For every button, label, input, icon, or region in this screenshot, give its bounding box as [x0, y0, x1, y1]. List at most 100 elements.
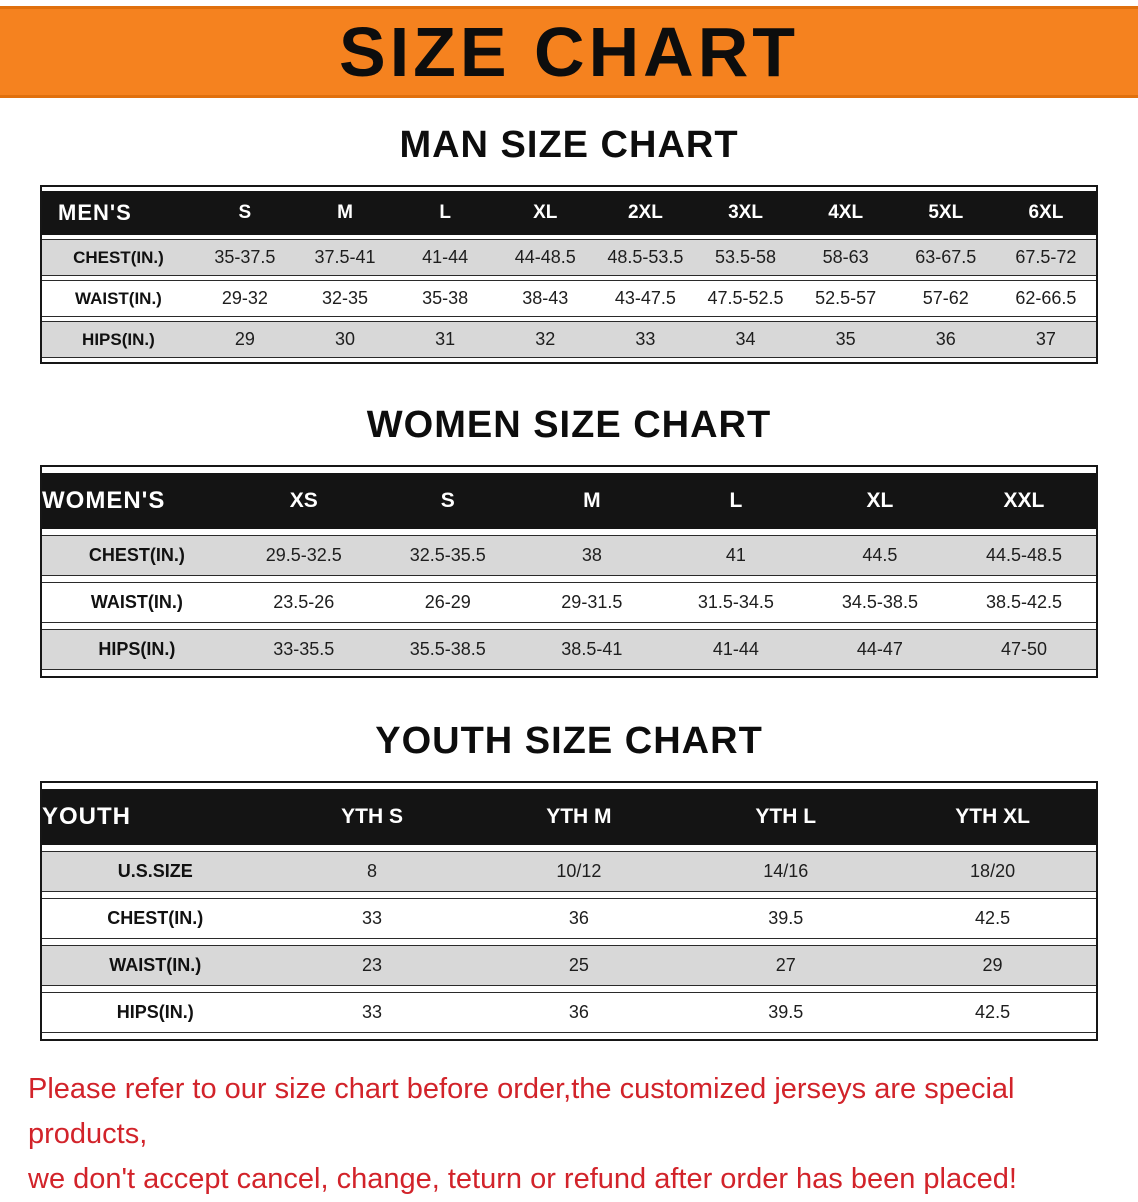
size-column-header: S: [194, 191, 295, 235]
size-value-cell: 30: [294, 321, 396, 358]
size-column-header: 2XL: [595, 191, 696, 235]
youth-size-table-wrapper: YOUTH YTH S YTH M YTH L YTH XL U.S.SIZE 8 10/12…: [40, 781, 1098, 1041]
size-value-cell: 33-35.5: [231, 629, 376, 670]
table-row: WAIST(IN.) 23.5-26 26-29 29-31.5 31.5-34.5 34…: [42, 582, 1096, 623]
youth-size-section: YOUTH SIZE CHART YOUTH YTH S YTH M YTH L YTH…: [0, 720, 1138, 1041]
size-value-cell: 42.5: [889, 898, 1096, 939]
size-value-cell: 39.5: [682, 992, 890, 1033]
men-size-table-wrapper: MEN'S S M L XL 2XL 3XL 4XL 5XL 6XL CHEST(IN.) 35-37…: [40, 185, 1098, 364]
size-column-header: YTH XL: [889, 789, 1096, 845]
size-value-cell: 33: [595, 321, 696, 358]
row-label: CHEST(IN.): [42, 535, 232, 576]
size-column-header: 5XL: [895, 191, 996, 235]
men-section-title: MAN SIZE CHART: [399, 124, 739, 166]
table-header-row: YOUTH YTH S YTH M YTH L YTH XL: [42, 789, 1096, 845]
size-value-cell: 26-29: [375, 582, 520, 623]
size-value-cell: 31.5-34.5: [663, 582, 808, 623]
size-value-cell: 52.5-57: [795, 280, 896, 317]
size-value-cell: 29-32: [194, 280, 295, 317]
size-column-header: YTH S: [268, 789, 476, 845]
size-chart-banner: SIZE CHART: [0, 6, 1138, 98]
size-column-header: YTH L: [682, 789, 890, 845]
size-column-header: M: [294, 191, 396, 235]
size-value-cell: 38.5-41: [519, 629, 664, 670]
size-value-cell: 44-47: [807, 629, 952, 670]
women-size-section: WOMEN SIZE CHART WOMEN'S XS S M L XL XXL CHEST(…: [0, 404, 1138, 678]
size-value-cell: 34: [695, 321, 796, 358]
size-value-cell: 63-67.5: [895, 239, 996, 276]
row-label: CHEST(IN.): [42, 239, 195, 276]
size-value-cell: 37: [995, 321, 1096, 358]
size-column-header: 4XL: [795, 191, 896, 235]
table-row: WAIST(IN.) 29-32 32-35 35-38 38-43 43-47.5 47.…: [42, 280, 1096, 317]
disclaimer-line-1: Please refer to our size chart before or…: [28, 1073, 1015, 1150]
size-value-cell: 41: [663, 535, 808, 576]
size-value-cell: 31: [395, 321, 496, 358]
size-value-cell: 37.5-41: [294, 239, 396, 276]
size-value-cell: 23.5-26: [231, 582, 376, 623]
table-title-cell: MEN'S: [42, 191, 195, 235]
size-value-cell: 35.5-38.5: [375, 629, 520, 670]
size-value-cell: 14/16: [682, 851, 890, 892]
row-label: WAIST(IN.): [42, 582, 232, 623]
size-value-cell: 43-47.5: [595, 280, 696, 317]
men-size-section: MAN SIZE CHART MEN'S S M L XL 2XL 3XL 4XL 5XL 6XL…: [0, 124, 1138, 364]
size-value-cell: 32: [495, 321, 596, 358]
size-chart-content: MAN SIZE CHART MEN'S S M L XL 2XL 3XL 4XL 5XL 6XL…: [0, 124, 1138, 1041]
row-label: WAIST(IN.): [42, 280, 195, 317]
size-value-cell: 35-37.5: [194, 239, 295, 276]
size-column-header: YTH M: [475, 789, 683, 845]
women-size-table-wrapper: WOMEN'S XS S M L XL XXL CHEST(IN.) 29.5-32.5 32.5…: [40, 465, 1098, 678]
size-column-header: 3XL: [695, 191, 796, 235]
size-value-cell: 33: [268, 898, 476, 939]
size-value-cell: 29: [889, 945, 1096, 986]
size-value-cell: 18/20: [889, 851, 1096, 892]
table-row: WAIST(IN.) 23 25 27 29: [42, 945, 1096, 986]
disclaimer: Please refer to our size chart before or…: [0, 1067, 1138, 1202]
table-row: HIPS(IN.) 33 36 39.5 42.5: [42, 992, 1096, 1033]
table-row: CHEST(IN.) 29.5-32.5 32.5-35.5 38 41 44.5 44.5…: [42, 535, 1096, 576]
size-value-cell: 36: [475, 992, 683, 1033]
size-value-cell: 58-63: [795, 239, 896, 276]
size-value-cell: 25: [475, 945, 683, 986]
disclaimer-line-2: we don't accept cancel, change, teturn o…: [28, 1163, 1017, 1195]
men-size-table: MEN'S S M L XL 2XL 3XL 4XL 5XL 6XL CHEST(IN.) 35-37…: [42, 187, 1096, 362]
row-label: HIPS(IN.): [42, 321, 195, 358]
size-value-cell: 41-44: [663, 629, 808, 670]
table-header-row: MEN'S S M L XL 2XL 3XL 4XL 5XL 6XL: [42, 191, 1096, 235]
youth-section-title: YOUTH SIZE CHART: [375, 720, 763, 762]
size-value-cell: 39.5: [682, 898, 890, 939]
row-label: CHEST(IN.): [42, 898, 269, 939]
size-column-header: L: [663, 473, 808, 529]
size-value-cell: 35: [795, 321, 896, 358]
size-value-cell: 44.5-48.5: [951, 535, 1096, 576]
size-column-header: XS: [231, 473, 376, 529]
size-value-cell: 42.5: [889, 992, 1096, 1033]
row-label: HIPS(IN.): [42, 629, 232, 670]
size-column-header: M: [519, 473, 664, 529]
size-value-cell: 23: [268, 945, 476, 986]
size-column-header: L: [395, 191, 496, 235]
banner-title: SIZE CHART: [339, 13, 799, 91]
size-value-cell: 44.5: [807, 535, 952, 576]
size-value-cell: 47-50: [951, 629, 1096, 670]
size-value-cell: 29: [194, 321, 295, 358]
table-title-cell: YOUTH: [42, 789, 269, 845]
size-value-cell: 10/12: [475, 851, 683, 892]
size-column-header: 6XL: [995, 191, 1096, 235]
size-value-cell: 44-48.5: [495, 239, 596, 276]
size-value-cell: 53.5-58: [695, 239, 796, 276]
size-value-cell: 34.5-38.5: [807, 582, 952, 623]
size-value-cell: 38-43: [495, 280, 596, 317]
table-row: CHEST(IN.) 35-37.5 37.5-41 41-44 44-48.5 48.5…: [42, 239, 1096, 276]
size-value-cell: 62-66.5: [995, 280, 1096, 317]
youth-size-table: YOUTH YTH S YTH M YTH L YTH XL U.S.SIZE 8 10/12…: [42, 783, 1096, 1039]
size-value-cell: 29-31.5: [519, 582, 664, 623]
size-column-header: XL: [807, 473, 952, 529]
size-value-cell: 32-35: [294, 280, 396, 317]
size-value-cell: 41-44: [395, 239, 496, 276]
size-value-cell: 32.5-35.5: [375, 535, 520, 576]
size-value-cell: 48.5-53.5: [595, 239, 696, 276]
size-value-cell: 38: [519, 535, 664, 576]
size-column-header: XXL: [951, 473, 1096, 529]
